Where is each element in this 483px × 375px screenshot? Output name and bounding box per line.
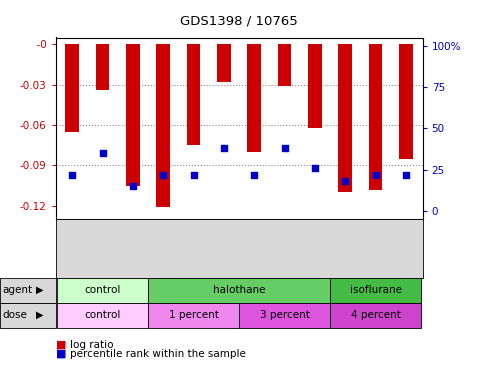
Point xyxy=(220,145,228,151)
Bar xyxy=(187,44,200,145)
Point xyxy=(402,172,410,178)
Point xyxy=(190,172,198,178)
Text: GSM61806: GSM61806 xyxy=(401,224,411,273)
Text: GSM61798: GSM61798 xyxy=(159,224,168,273)
Text: GSM61802: GSM61802 xyxy=(280,224,289,273)
Text: GSM61779: GSM61779 xyxy=(68,224,77,273)
Text: log ratio: log ratio xyxy=(70,340,114,350)
Point xyxy=(311,165,319,171)
Point xyxy=(250,172,258,178)
Point xyxy=(129,183,137,189)
Bar xyxy=(339,44,352,192)
Point xyxy=(99,150,106,156)
Text: agent: agent xyxy=(2,285,32,295)
Text: GSM61803: GSM61803 xyxy=(311,224,319,273)
Bar xyxy=(217,44,231,82)
Text: GSM61796: GSM61796 xyxy=(98,224,107,273)
Text: ■: ■ xyxy=(56,340,66,350)
Text: GSM61797: GSM61797 xyxy=(128,224,137,273)
Bar xyxy=(96,44,109,90)
Bar xyxy=(65,44,79,132)
Text: 4 percent: 4 percent xyxy=(351,310,400,320)
Bar xyxy=(369,44,383,190)
Text: GSM61799: GSM61799 xyxy=(189,224,198,273)
Text: ■: ■ xyxy=(56,349,66,359)
Text: GDS1398 / 10765: GDS1398 / 10765 xyxy=(180,14,298,27)
Point xyxy=(159,172,167,178)
Text: GSM61805: GSM61805 xyxy=(371,224,380,273)
Text: halothane: halothane xyxy=(213,285,265,295)
Text: control: control xyxy=(85,310,121,320)
Text: dose: dose xyxy=(2,310,28,320)
Bar xyxy=(308,44,322,128)
Text: ▶: ▶ xyxy=(36,285,44,295)
Text: isoflurane: isoflurane xyxy=(350,285,401,295)
Point xyxy=(69,172,76,178)
Text: 1 percent: 1 percent xyxy=(169,310,218,320)
Text: control: control xyxy=(85,285,121,295)
Text: GSM61804: GSM61804 xyxy=(341,224,350,273)
Bar xyxy=(156,44,170,207)
Text: percentile rank within the sample: percentile rank within the sample xyxy=(70,349,246,359)
Bar xyxy=(247,44,261,152)
Text: GSM61801: GSM61801 xyxy=(250,224,259,273)
Bar xyxy=(399,44,413,159)
Text: ▶: ▶ xyxy=(36,310,44,320)
Bar xyxy=(126,44,140,186)
Bar xyxy=(278,44,291,86)
Text: 3 percent: 3 percent xyxy=(260,310,310,320)
Point xyxy=(281,145,288,151)
Point xyxy=(372,172,380,178)
Point xyxy=(341,178,349,184)
Text: GSM61800: GSM61800 xyxy=(219,224,228,273)
